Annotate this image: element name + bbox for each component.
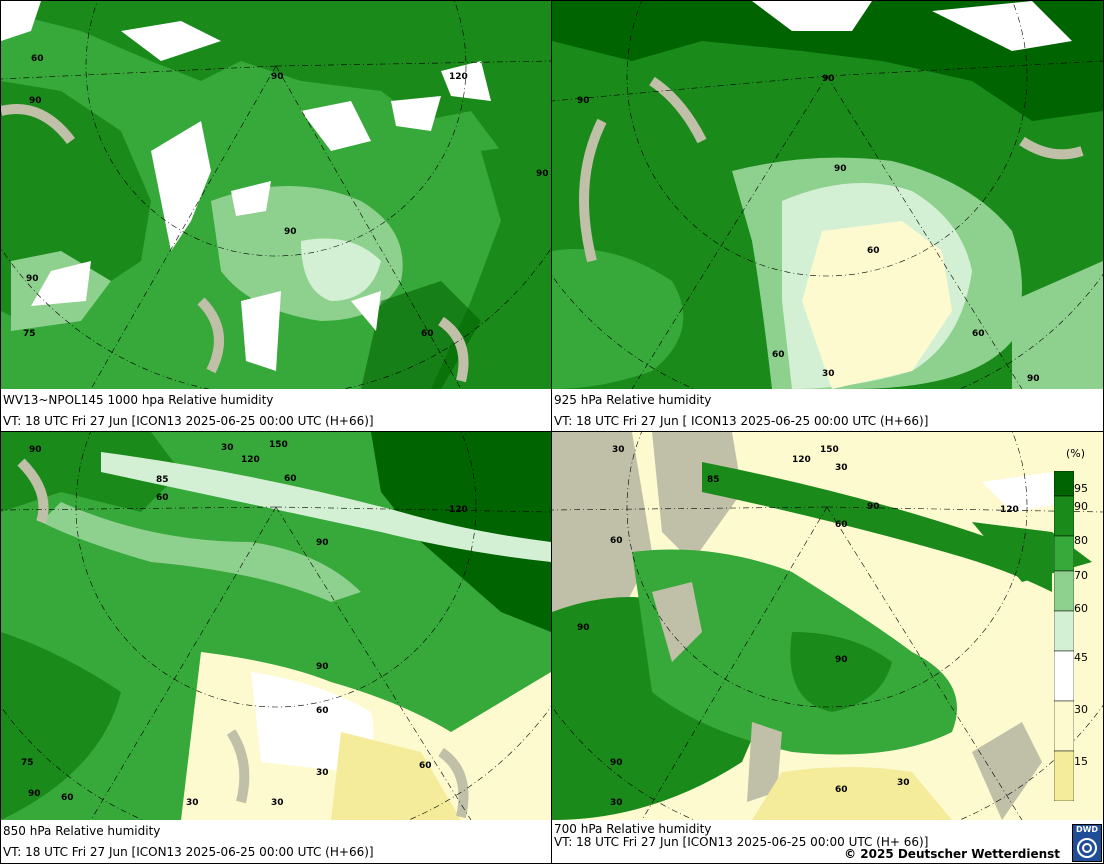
panel-925hpa: 90 90 60 60 60 30 90 90 925 hPa Relative… bbox=[551, 0, 1104, 432]
contour-label: 60 bbox=[972, 329, 985, 339]
legend-unit: (%) bbox=[1066, 447, 1086, 460]
contour-label: 90 bbox=[1027, 374, 1040, 384]
contour-label: 90 bbox=[29, 96, 42, 106]
contour-label: 60 bbox=[316, 706, 329, 716]
panel-title: WV13~NPOL145 1000 hpa Relative humidity bbox=[3, 393, 274, 407]
copyright: © 2025 Deutscher Wetterdienst bbox=[844, 847, 1060, 861]
contour-label: 120 bbox=[1000, 505, 1019, 515]
logo-text: DWD bbox=[1075, 825, 1099, 834]
contour-label: 120 bbox=[449, 505, 468, 515]
map-850hpa: 30 90 60 90 60 90 60 30 90 60 30 150 120… bbox=[1, 432, 551, 820]
legend-tick: 90 bbox=[1074, 500, 1088, 513]
panel-valid-time: VT: 18 UTC Fri 27 Jun [ICON13 2025-06-25… bbox=[3, 845, 374, 859]
contour-label: 85 bbox=[707, 475, 720, 485]
contour-label: 60 bbox=[835, 520, 848, 530]
contour-label: 90 bbox=[536, 169, 549, 179]
contour-label: 90 bbox=[271, 72, 284, 82]
contour-label: 30 bbox=[221, 443, 234, 453]
contour-label: 60 bbox=[156, 493, 169, 503]
contour-label: 90 bbox=[28, 789, 41, 799]
panel-title: 925 hPa Relative humidity bbox=[554, 393, 712, 407]
contour-label: 90 bbox=[834, 164, 847, 174]
panel-valid-time: VT: 18 UTC Fri 27 Jun [ICON13 2025-06-25… bbox=[554, 835, 929, 849]
contour-label: 90 bbox=[610, 758, 623, 768]
contour-label: 30 bbox=[610, 798, 623, 808]
contour-label: 120 bbox=[792, 455, 811, 465]
contour-label: 60 bbox=[61, 793, 74, 803]
contour-label: 60 bbox=[421, 329, 434, 339]
contour-label: 75 bbox=[23, 329, 36, 339]
map-925hpa: 90 90 60 60 60 30 90 90 bbox=[552, 1, 1103, 389]
contour-label: 60 bbox=[867, 246, 880, 256]
contour-label: 60 bbox=[835, 785, 848, 795]
contour-label: 60 bbox=[284, 474, 297, 484]
contour-label: 60 bbox=[610, 536, 623, 546]
contour-label: 120 bbox=[241, 455, 260, 465]
panel-title: 850 hPa Relative humidity bbox=[3, 824, 161, 838]
legend-tick: 80 bbox=[1074, 534, 1088, 547]
legend-tick: 70 bbox=[1074, 569, 1088, 582]
panel-valid-time: VT: 18 UTC Fri 27 Jun [ICON13 2025-06-25… bbox=[3, 414, 374, 428]
color-legend: (%) 95 90 80 70 60 45 30 15 bbox=[1052, 445, 1098, 805]
contour-label: 30 bbox=[316, 768, 329, 778]
contour-label: 90 bbox=[316, 538, 329, 548]
contour-label: 30 bbox=[186, 798, 199, 808]
contour-label: 90 bbox=[867, 502, 880, 512]
legend-tick: 30 bbox=[1074, 703, 1088, 716]
contour-label: 30 bbox=[835, 463, 848, 473]
legend-tick: 45 bbox=[1074, 651, 1088, 664]
legend-colorbar bbox=[1054, 471, 1074, 801]
contour-label: 90 bbox=[284, 227, 297, 237]
panel-850hpa: 30 90 60 90 60 90 60 30 90 60 30 150 120… bbox=[0, 431, 552, 864]
contour-label: 30 bbox=[612, 445, 625, 455]
contour-label: 90 bbox=[822, 74, 835, 84]
contour-label: 75 bbox=[21, 758, 34, 768]
contour-label: 90 bbox=[577, 96, 590, 106]
dwd-logo: DWD bbox=[1072, 824, 1102, 862]
map-1000hpa: 60 90 90 90 90 90 120 75 60 bbox=[1, 1, 551, 389]
contour-label: 120 bbox=[449, 72, 468, 82]
logo-swirl-icon bbox=[1077, 838, 1097, 858]
panel-700hpa: 30 60 90 90 90 60 30 30 90 60 150 30 120… bbox=[551, 431, 1104, 864]
panel-title: 700 hPa Relative humidity bbox=[554, 822, 712, 836]
contour-label: 30 bbox=[271, 798, 284, 808]
contour-label: 30 bbox=[822, 369, 835, 379]
contour-label: 60 bbox=[772, 350, 785, 360]
panel-1000hpa: 60 90 90 90 90 90 120 75 60 WV13~NPOL145… bbox=[0, 0, 552, 432]
contour-label: 90 bbox=[316, 662, 329, 672]
contour-label: 85 bbox=[156, 475, 169, 485]
contour-label: 150 bbox=[820, 445, 839, 455]
map-700hpa: 30 60 90 90 90 60 30 30 90 60 150 30 120… bbox=[552, 432, 1103, 820]
legend-tick: 15 bbox=[1074, 755, 1088, 768]
contour-label: 90 bbox=[577, 623, 590, 633]
contour-label: 60 bbox=[31, 54, 44, 64]
panel-valid-time: VT: 18 UTC Fri 27 Jun [ ICON13 2025-06-2… bbox=[554, 414, 929, 428]
legend-tick: 60 bbox=[1074, 602, 1088, 615]
contour-label: 30 bbox=[897, 778, 910, 788]
contour-label: 90 bbox=[29, 445, 42, 455]
contour-label: 60 bbox=[419, 761, 432, 771]
contour-label: 150 bbox=[269, 440, 288, 450]
contour-label: 90 bbox=[835, 655, 848, 665]
contour-label: 90 bbox=[26, 274, 39, 284]
legend-tick: 95 bbox=[1074, 482, 1088, 495]
